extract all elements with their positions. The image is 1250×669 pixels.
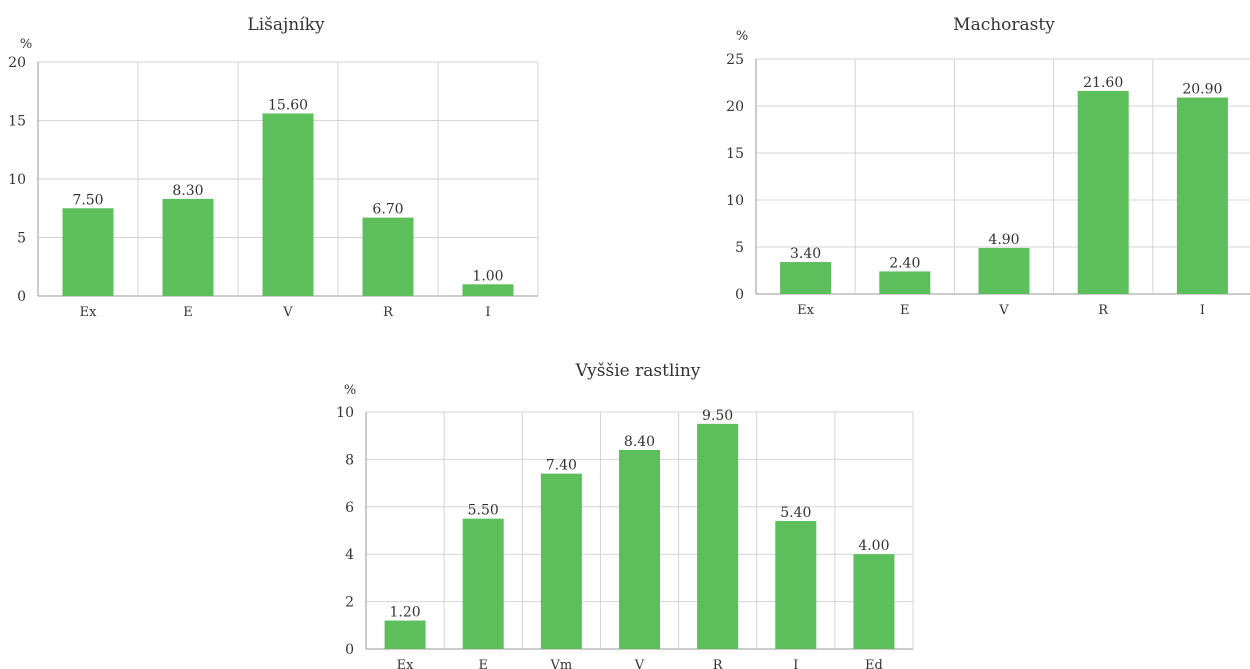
category-label: Vm [549, 658, 572, 669]
y-tick-label: 0 [17, 289, 26, 305]
bar-v [262, 113, 314, 296]
bar-e [162, 198, 214, 296]
bar-r [1077, 90, 1129, 295]
category-label: I [793, 658, 798, 669]
y-unit-label: % [736, 29, 748, 44]
data-label: 7.40 [546, 458, 577, 474]
y-tick-label: 6 [345, 500, 354, 516]
y-tick-label: 5 [17, 231, 26, 247]
category-label: R [383, 305, 394, 320]
y-tick-label: 10 [726, 193, 744, 209]
chart-title: Vyššie rastliny [575, 361, 701, 381]
data-label: 1.20 [389, 605, 420, 621]
data-label: 5.40 [780, 505, 811, 521]
category-label: V [998, 303, 1009, 318]
data-label: 8.30 [172, 183, 203, 199]
bar-i [775, 521, 817, 649]
y-tick-label: 10 [8, 172, 26, 188]
bar-v [619, 449, 660, 649]
bar-r [362, 217, 414, 296]
bar-r [697, 423, 739, 649]
bar-e [879, 271, 931, 294]
bar-ed [853, 554, 895, 649]
category-label: V [634, 658, 645, 669]
bar-ex [780, 262, 832, 294]
y-tick-label: 15 [8, 114, 26, 130]
bar-v [978, 247, 1030, 294]
y-tick-label: 2 [345, 595, 354, 611]
y-tick-label: 15 [726, 146, 744, 162]
data-label: 5.50 [468, 503, 499, 519]
category-label: E [183, 305, 193, 320]
data-label: 2.40 [889, 255, 920, 271]
y-tick-label: 0 [345, 642, 354, 658]
data-label: 6.70 [372, 202, 403, 218]
y-tick-label: 0 [735, 287, 744, 303]
category-label: I [1200, 303, 1205, 318]
category-label: R [1098, 303, 1109, 318]
category-label: V [282, 305, 293, 320]
data-label: 4.00 [858, 538, 889, 554]
data-label: 1.00 [472, 268, 503, 284]
category-label: Ex [797, 303, 814, 318]
data-label: 20.90 [1182, 82, 1222, 98]
category-label: E [478, 658, 488, 669]
category-label: I [485, 305, 490, 320]
category-label: Ed [865, 658, 883, 669]
bar-vm [540, 473, 582, 649]
bar-e [462, 518, 504, 649]
bar-ex [62, 208, 114, 296]
y-tick-label: 20 [8, 55, 26, 71]
data-label: 15.60 [268, 97, 308, 113]
data-label: 21.60 [1083, 75, 1123, 91]
data-label: 8.40 [624, 434, 655, 450]
category-label: E [900, 303, 910, 318]
chart-title: Lišajníky [247, 15, 325, 35]
data-label: 4.90 [988, 232, 1019, 248]
y-unit-label: % [20, 37, 32, 52]
data-label: 3.40 [790, 246, 821, 262]
data-label: 9.50 [702, 408, 733, 424]
bar-ex [384, 620, 426, 649]
y-unit-label: % [344, 383, 356, 398]
chart-title: Machorasty [953, 15, 1055, 35]
bar-i [462, 284, 514, 296]
y-tick-label: 4 [345, 547, 354, 563]
y-tick-label: 10 [336, 405, 354, 421]
y-tick-label: 5 [735, 240, 744, 256]
data-label: 7.50 [72, 192, 103, 208]
y-tick-label: 20 [726, 99, 744, 115]
bar-i [1176, 97, 1228, 294]
y-tick-label: 25 [726, 52, 744, 68]
y-tick-label: 8 [345, 452, 354, 468]
category-label: Ex [80, 305, 97, 320]
category-label: R [713, 658, 724, 669]
category-label: Ex [397, 658, 414, 669]
